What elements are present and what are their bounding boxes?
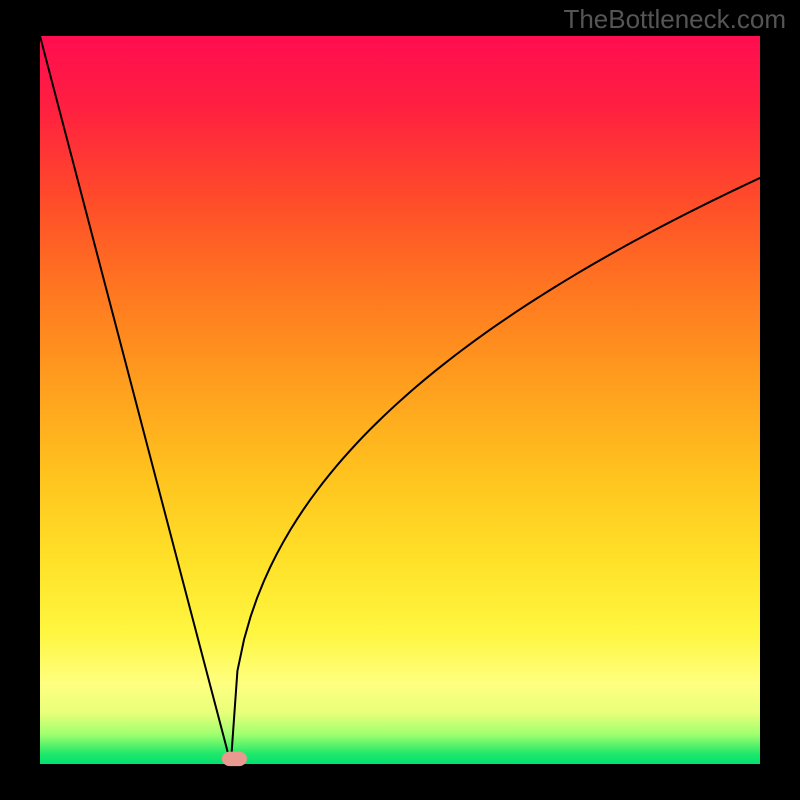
chart: [0, 0, 800, 800]
canvas: TheBottleneck.com: [0, 0, 800, 800]
watermark: TheBottleneck.com: [563, 4, 786, 35]
